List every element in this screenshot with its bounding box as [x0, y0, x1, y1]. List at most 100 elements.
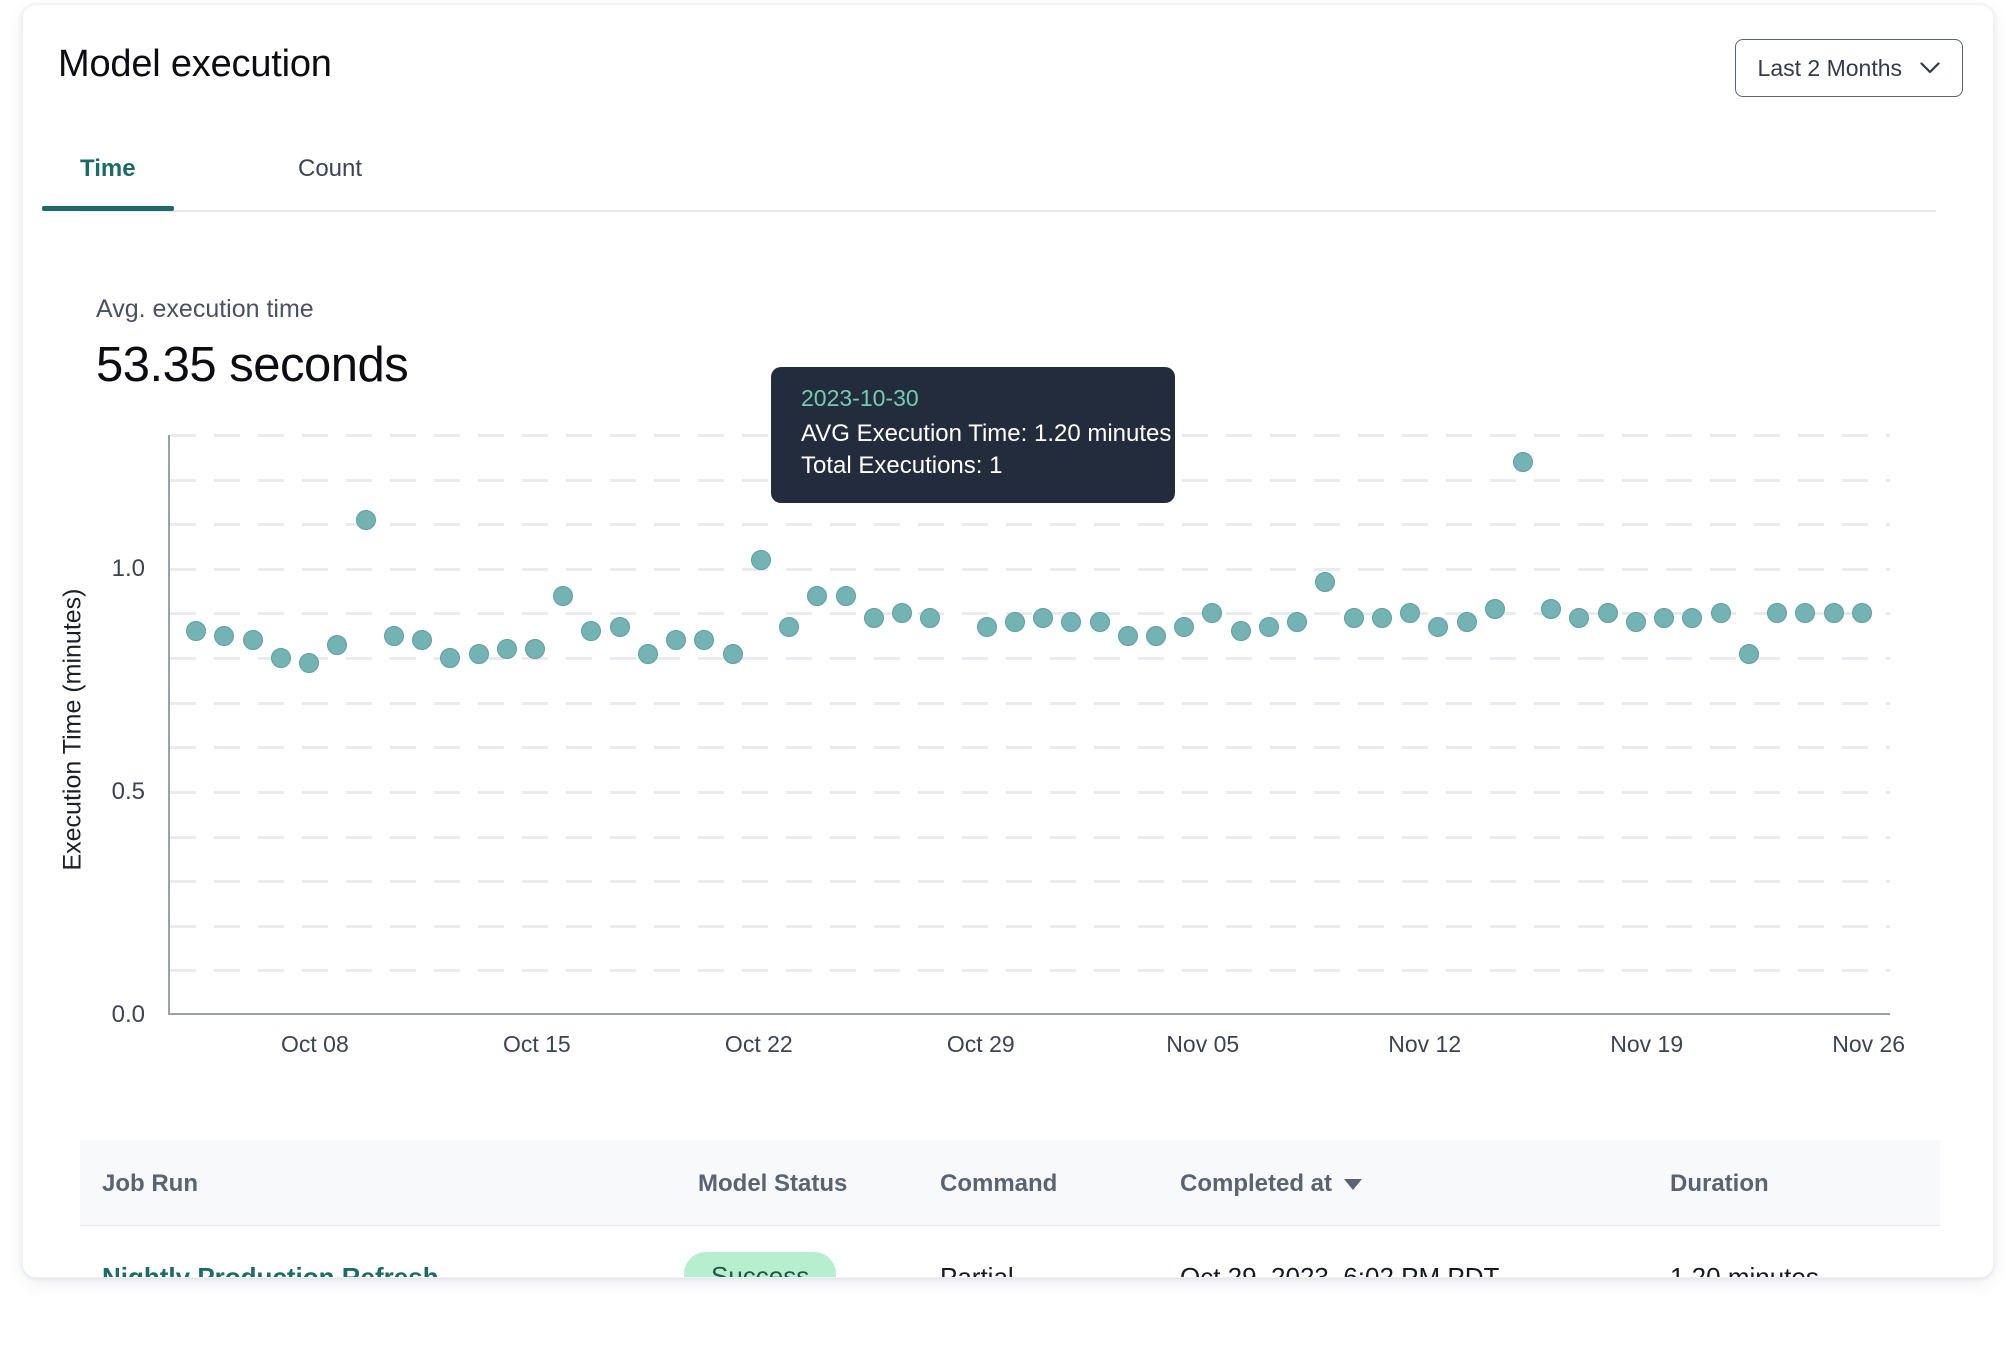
sort-desc-icon [1344, 1178, 1363, 1190]
chart-point[interactable] [863, 607, 884, 628]
chart-point[interactable] [1202, 603, 1223, 624]
chart-point[interactable] [1597, 603, 1618, 624]
chart-plot-area[interactable]: 0.0 0.5 1.0 Oct 08 Oct 15 Oct 22 Oct 29 Nov 05 N… [112, 434, 1905, 1057]
chart-point[interactable] [299, 652, 320, 673]
chart-gridline [170, 835, 1890, 839]
chart-gridline [170, 567, 1890, 571]
chart-gridline [170, 612, 1890, 616]
chart-point[interactable] [581, 621, 602, 642]
chart-point[interactable] [496, 639, 517, 660]
y-axis-tick-label: 0.0 [111, 1001, 145, 1028]
chart-point[interactable] [807, 585, 828, 606]
cell-command: Partial [940, 1262, 1014, 1278]
chart-point[interactable] [609, 616, 630, 637]
chart-point[interactable] [1682, 607, 1703, 628]
chart-point[interactable] [1287, 612, 1308, 633]
date-range-select[interactable]: Last 2 Months [1734, 39, 1963, 97]
chart-point[interactable] [383, 625, 404, 646]
chart-point[interactable] [355, 509, 376, 530]
chart-point[interactable] [1343, 607, 1364, 628]
chart-point[interactable] [1400, 603, 1421, 624]
chart-point[interactable] [214, 625, 235, 646]
chart-point[interactable] [1089, 612, 1110, 633]
column-header-job-run[interactable]: Job Run [102, 1170, 198, 1197]
chart-point[interactable] [1230, 621, 1251, 642]
column-header-model-status[interactable]: Model Status [698, 1170, 848, 1197]
chart-point[interactable] [891, 603, 912, 624]
chart-point[interactable] [1315, 572, 1336, 593]
chart-point[interactable] [694, 630, 715, 651]
chart-point[interactable] [1146, 625, 1167, 646]
chart-gridline [170, 701, 1890, 705]
chart-point[interactable] [1654, 607, 1675, 628]
chart-point[interactable] [242, 630, 263, 651]
chart-point[interactable] [1513, 451, 1534, 472]
tab-count[interactable]: Count [298, 147, 362, 211]
x-axis-line [168, 1013, 1890, 1015]
x-axis-tick-label: Nov 12 [1388, 1031, 1462, 1057]
chart-point[interactable] [666, 630, 687, 651]
chart-point[interactable] [722, 643, 743, 664]
chart-point[interactable] [1258, 616, 1279, 637]
chart-point[interactable] [440, 648, 461, 669]
x-axis-tick-label: Nov 05 [1166, 1031, 1240, 1057]
chart-point[interactable] [1033, 607, 1054, 628]
chart-point[interactable] [779, 616, 800, 637]
chart-point[interactable] [1569, 607, 1590, 628]
chart-point[interactable] [1484, 599, 1505, 619]
tab-bar: Time Count [23, 147, 1993, 212]
chart-point[interactable] [1061, 612, 1082, 633]
chart-point[interactable] [524, 639, 545, 660]
chart-gridline [170, 657, 1890, 661]
cell-job-run: Nightly Production Refresh [102, 1262, 439, 1278]
column-header-command[interactable]: Command [940, 1170, 1058, 1197]
chart-point[interactable] [1541, 599, 1562, 619]
chart-point[interactable] [468, 643, 489, 664]
chart-point[interactable] [835, 585, 856, 606]
x-axis-tick-label: Nov 26 [1832, 1031, 1906, 1057]
chart-point[interactable] [1428, 616, 1449, 637]
tab-count-label: Count [298, 155, 363, 182]
chart-gridline [170, 880, 1890, 884]
chart-gridline [170, 746, 1890, 750]
chart-point[interactable] [412, 630, 433, 651]
chart-point[interactable] [1174, 616, 1195, 637]
chart-point[interactable] [920, 607, 941, 628]
chart-point[interactable] [750, 549, 771, 570]
chart-tooltip: 2023-10-30 AVG Execution Time: 1.20 minu… [771, 367, 1175, 504]
chart-point[interactable] [1823, 603, 1844, 624]
chart-point[interactable] [637, 643, 658, 664]
avg-execution-time-value: 53.35 seconds [96, 338, 409, 392]
page-title: Model execution [58, 43, 332, 85]
y-axis-tick-label: 1.0 [111, 554, 145, 582]
column-header-completed-at[interactable]: Completed at [1180, 1170, 1363, 1198]
job-run-link[interactable]: Nightly Production Refresh [102, 1262, 439, 1278]
chart-point[interactable] [270, 648, 291, 669]
chart-point[interactable] [1851, 603, 1872, 624]
chart-point[interactable] [1767, 603, 1788, 624]
status-badge: Success [684, 1252, 837, 1277]
tooltip-total-executions: Total Executions: 1 [801, 451, 1003, 479]
chart-point[interactable] [1625, 612, 1646, 633]
chart-point[interactable] [327, 634, 348, 655]
x-axis-tick-label: Oct 08 [280, 1031, 349, 1057]
chart-point[interactable] [976, 616, 997, 637]
model-execution-card: Model execution Last 2 Months Time Count… [22, 4, 1994, 1278]
execution-time-chart: Execution Time (minutes) 0.0 0.5 1.0 Oct 08… [23, 434, 1993, 1095]
tab-time[interactable]: Time [42, 147, 173, 211]
chart-point[interactable] [1004, 612, 1025, 633]
chart-point[interactable] [186, 621, 207, 642]
column-header-completed-at-label: Completed at [1180, 1170, 1333, 1197]
chart-point[interactable] [1738, 643, 1759, 664]
chart-gridline [170, 523, 1890, 527]
table-row: Nightly Production Refresh Success Parti… [80, 1226, 1940, 1278]
chart-point[interactable] [1795, 603, 1816, 624]
column-header-duration[interactable]: Duration [1670, 1170, 1769, 1197]
chart-point[interactable] [1371, 607, 1392, 628]
chart-point[interactable] [1710, 603, 1731, 624]
chart-gridline [170, 790, 1890, 794]
chart-point[interactable] [1456, 612, 1477, 633]
chart-point[interactable] [1117, 625, 1138, 646]
chart-point[interactable] [553, 585, 574, 606]
